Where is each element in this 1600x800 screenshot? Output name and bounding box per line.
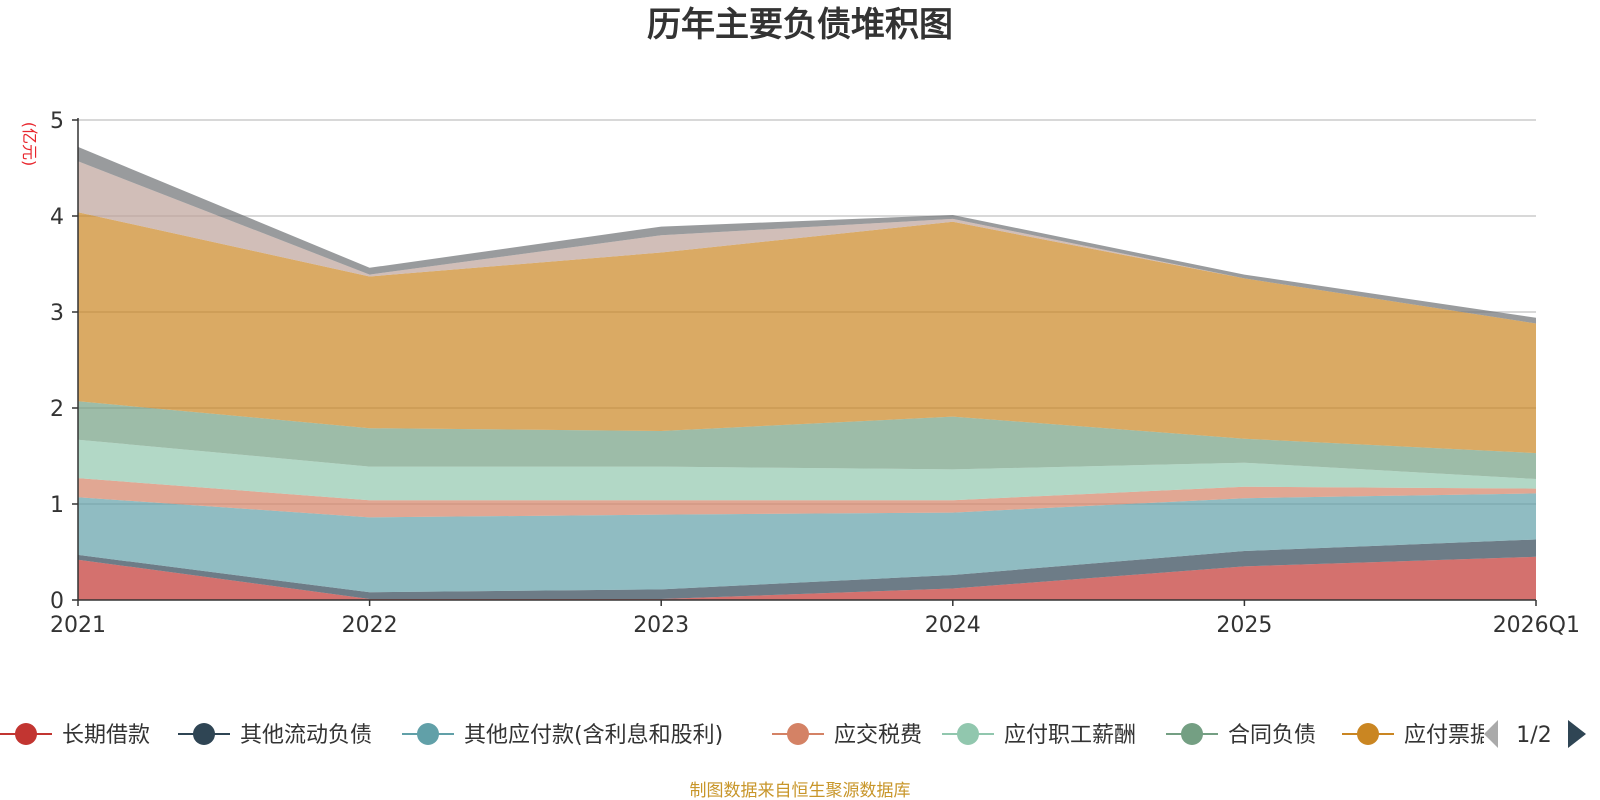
legend-prev-page-icon[interactable] — [1484, 720, 1498, 748]
legend-page-indicator: 1/2 — [1516, 723, 1551, 748]
legend-marker — [15, 723, 37, 745]
legend-item[interactable]: 应交税费 — [772, 723, 922, 748]
legend-item[interactable]: 应付职工薪酬 — [942, 723, 1136, 748]
legend-label: 应交税费 — [834, 723, 922, 748]
x-tick-label: 2023 — [633, 613, 689, 638]
legend-label: 应付职工薪酬 — [1004, 723, 1136, 748]
area-series-1 — [78, 556, 1536, 600]
legend-marker — [1357, 723, 1379, 745]
area-series-5 — [78, 439, 1536, 501]
legend-label: 长期借款 — [62, 723, 150, 748]
legend-marker — [417, 723, 439, 745]
legend-item[interactable]: 长期借款 — [0, 723, 150, 748]
legend-marker — [1181, 723, 1203, 745]
x-tick-label: 2024 — [925, 613, 981, 638]
legend-label: 其他应付款(含利息和股利) — [464, 723, 723, 748]
legend-marker — [957, 723, 979, 745]
area-series-2 — [78, 539, 1536, 599]
chart-title: 历年主要负债堆积图 — [647, 5, 953, 45]
data-source-note: 制图数据来自恒生聚源数据库 — [690, 781, 911, 800]
y-tick-label: 5 — [50, 109, 64, 134]
x-tick-label: 2021 — [50, 613, 106, 638]
legend: 长期借款 其他流动负债 其他应付款(含利息和股利) 应交税费 应付职工薪酬 合同负债 应付票… — [0, 720, 1586, 748]
y-axis-unit-label: (亿元) — [20, 122, 39, 167]
legend-label: 其他流动负债 — [240, 723, 372, 748]
y-tick-label: 0 — [50, 589, 64, 614]
y-tick-label: 4 — [50, 205, 64, 230]
y-tick-label: 3 — [50, 301, 64, 326]
axes: 2021 2022 2023 2024 2025 2026Q1 — [50, 118, 1580, 638]
y-tick-label: 2 — [50, 397, 64, 422]
area-series-4 — [78, 478, 1536, 518]
area-series-group — [78, 146, 1536, 600]
x-tick-label: 2026Q1 — [1493, 613, 1580, 638]
x-tick-label: 2025 — [1216, 613, 1272, 638]
legend-label: 合同负债 — [1228, 723, 1316, 748]
y-tick-label: 1 — [50, 493, 64, 518]
legend-marker — [787, 723, 809, 745]
x-tick-label: 2022 — [342, 613, 398, 638]
area-series-7 — [78, 212, 1536, 454]
legend-item[interactable]: 其他流动负债 — [178, 723, 372, 748]
legend-label: 应付票据 — [1404, 723, 1492, 748]
area-series-3 — [78, 493, 1536, 593]
legend-marker — [193, 723, 215, 745]
legend-item[interactable]: 应付票据 — [1342, 723, 1492, 748]
legend-item[interactable]: 其他应付款(含利息和股利) — [402, 723, 723, 748]
legend-item[interactable]: 合同负债 — [1166, 723, 1316, 748]
area-series-6 — [78, 401, 1536, 479]
legend-next-page-icon[interactable] — [1568, 720, 1586, 748]
